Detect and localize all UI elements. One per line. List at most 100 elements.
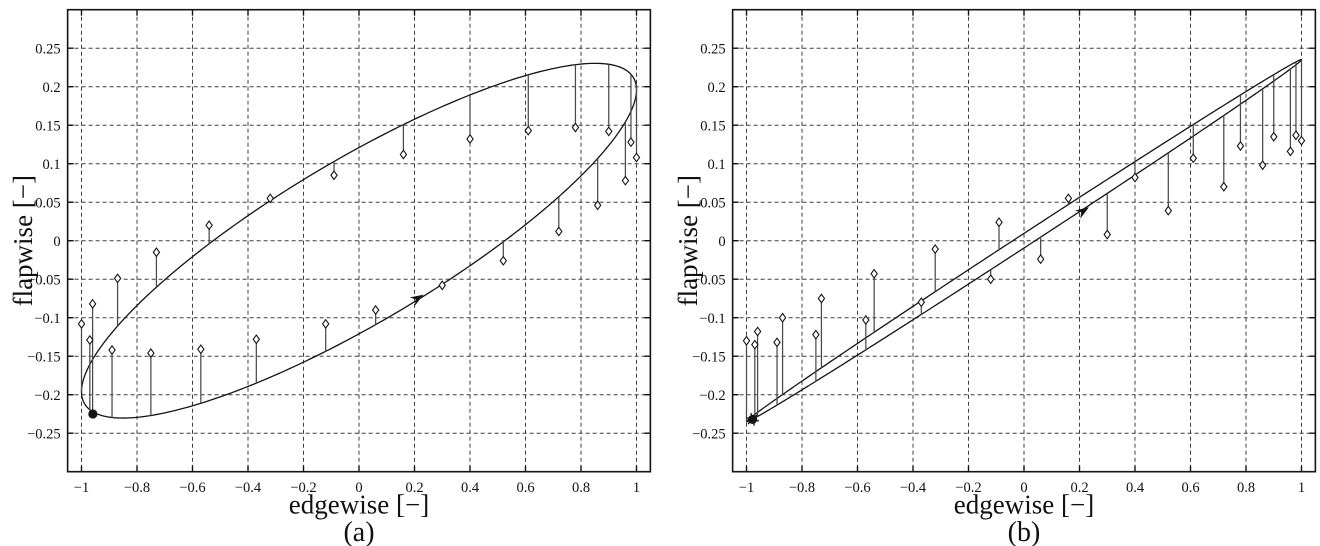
y-tick-label: 0.2 (43, 80, 61, 96)
data-point-diamond (604, 126, 613, 137)
data-point-diamond (555, 226, 563, 237)
data-point-diamond (1236, 140, 1245, 152)
y-tick-label: 0.15 (35, 118, 60, 134)
direction-arrow (409, 294, 424, 306)
y-tick-label: −0.05 (27, 272, 61, 288)
x-tick-label: −0.4 (235, 480, 262, 496)
y-axis-label: flapwise [−] (8, 175, 38, 306)
data-point-diamond (147, 347, 155, 359)
data-point-diamond (751, 339, 759, 350)
data-point-diamond (438, 280, 447, 291)
data-point-diamond (113, 273, 122, 284)
data-point-diamond (1036, 254, 1045, 265)
panel-a: −1 −0.8 −0.6 −0.4 −0.2 0 0.2 0.4 0.6 0.8 1−0.25−0.… (8, 8, 652, 546)
data-point-diamond (1189, 153, 1198, 164)
data-point-diamond (1220, 181, 1228, 192)
x-tick-label: 0.2 (405, 480, 423, 496)
data-point-diamond (778, 312, 787, 323)
y-tick-label: −0.2 (699, 388, 725, 404)
data-point-diamond (1292, 130, 1300, 141)
data-point-diamond (1064, 193, 1073, 204)
x-tick-label: 0.4 (461, 480, 480, 496)
direction-arrow (1074, 207, 1089, 219)
y-tick-label: −0.1 (699, 311, 725, 327)
data-point-diamond (632, 152, 641, 163)
data-point-diamond (986, 274, 995, 285)
data-point-diamond (77, 318, 86, 329)
x-tick-label: 0.6 (1181, 480, 1199, 496)
data-point-diamond (870, 268, 878, 279)
panel-b-y-tick-labels: −0.25 −0.2 −0.15 −0.1 −0.05 0 0.05 0.1 0.15 0.2 0.… (692, 41, 726, 442)
data-point-diamond (108, 344, 116, 356)
data-point-diamond (499, 255, 508, 266)
x-tick-label: −1 (739, 480, 754, 496)
start-dot (748, 414, 758, 424)
panel-a-grid (67, 9, 651, 472)
panel-a-y-tick-labels: −0.25 −0.2 −0.15 −0.1 −0.05 0 0.05 0.1 0.15 0.2 0.… (27, 41, 61, 442)
x-tick-label: 0.4 (1126, 480, 1145, 496)
data-point-diamond (1269, 131, 1278, 142)
y-tick-label: 0.15 (700, 118, 725, 134)
x-tick-label: −0.4 (900, 480, 927, 496)
data-point-diamond (621, 175, 630, 186)
hysteresis-loop-curve (745, 58, 1303, 423)
data-point-diamond (593, 200, 602, 211)
y-tick-label: 0.1 (708, 157, 726, 173)
y-tick-label: 0.05 (35, 195, 60, 211)
panel-b-grid (732, 9, 1316, 472)
data-point-diamond (330, 170, 338, 181)
x-tick-label: 0 (1020, 480, 1027, 496)
x-tick-label: 0.6 (516, 480, 534, 496)
data-point-diamond (1103, 229, 1112, 240)
x-axis-label: edgewise [−] (289, 489, 429, 519)
panel-b: −1 −0.8 −0.6 −0.4 −0.2 0 0.2 0.4 0.6 0.8 1 −0.25 −0.… (673, 8, 1317, 546)
y-tick-label: −0.15 (692, 349, 726, 365)
x-tick-label: −0.2 (955, 480, 981, 496)
y-tick-label: −0.25 (27, 426, 61, 442)
y-tick-label: −0.25 (692, 426, 726, 442)
data-point-diamond (917, 297, 926, 308)
panel-a-stems (80, 64, 638, 418)
data-point-diamond (862, 314, 870, 326)
y-tick-label: −0.1 (34, 311, 60, 327)
cycle-start-marker (88, 409, 98, 419)
y-tick-label: 0.05 (700, 195, 725, 211)
data-point-diamond (88, 298, 97, 309)
data-point-diamond (399, 149, 408, 160)
data-point-diamond (466, 133, 474, 145)
panel-b-markers (742, 130, 1306, 350)
y-tick-label: −0.05 (692, 272, 726, 288)
data-point-diamond (1258, 160, 1267, 171)
data-point-diamond (86, 334, 94, 346)
panel-a-markers (77, 122, 641, 359)
data-point-diamond (252, 334, 261, 345)
data-point-diamond (1164, 205, 1173, 216)
y-tick-label: 0.25 (700, 41, 725, 57)
data-point-diamond (571, 122, 580, 133)
y-tick-label: 0.2 (708, 80, 726, 96)
y-axis-label: flapwise [−] (673, 175, 703, 306)
x-tick-label: −0.6 (844, 480, 870, 496)
hysteresis-loop-curve (80, 62, 638, 419)
data-point-diamond (205, 220, 213, 231)
data-point-diamond (266, 193, 274, 204)
x-tick-label: −1 (74, 480, 89, 496)
x-tick-label: 0.8 (1237, 480, 1255, 496)
data-point-diamond (812, 329, 820, 340)
x-tick-label: 0.2 (1070, 480, 1088, 496)
y-tick-label: 0 (53, 234, 60, 250)
data-point-diamond (152, 247, 161, 258)
x-tick-label: −0.8 (124, 480, 150, 496)
data-point-diamond (627, 137, 635, 148)
y-tick-label: 0.1 (43, 157, 61, 173)
x-tick-label: −0.8 (789, 480, 815, 496)
panel-caption: (b) (1008, 517, 1041, 546)
x-tick-label: 0 (355, 480, 362, 496)
data-point-diamond (742, 335, 751, 346)
panel-b-ticks (732, 9, 1316, 472)
panel-b-x-tick-labels: −1 −0.8 −0.6 −0.4 −0.2 0 0.2 0.4 0.6 0.8 1 (739, 480, 1305, 496)
data-point-diamond (773, 337, 781, 348)
x-tick-label: 1 (1298, 480, 1305, 496)
